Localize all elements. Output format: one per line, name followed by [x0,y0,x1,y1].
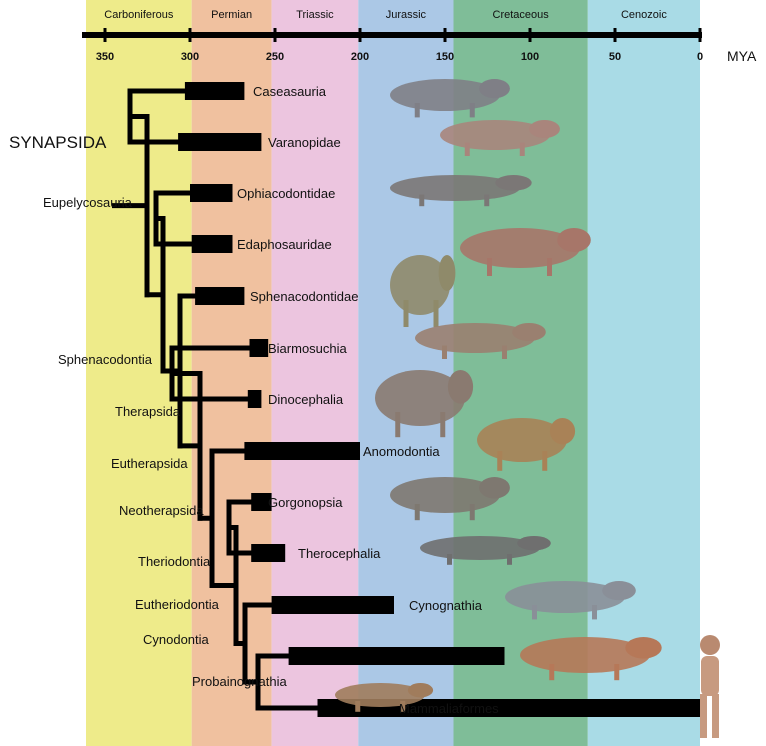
taxon-range-bar [190,184,233,202]
axis-tick-label: 150 [436,51,454,63]
taxon-label-caseasauria: Caseasauria [253,84,327,99]
edaphosaurus-illustration [460,228,591,276]
taxon-range-bar [249,339,269,357]
varanopid-illustration [440,120,560,156]
taxon-range-bar [195,287,245,305]
animal-illustrations [335,79,720,738]
clade-label-sphenacodontia: Sphenacodontia [58,352,153,367]
taxon-range-bar [317,699,700,717]
axis-unit-label: MYA [727,48,757,64]
cynodont-illustration [505,581,636,620]
period-band-triassic [271,0,359,746]
gorgonopsid-illustration [390,477,510,521]
taxon-label-biarmosuchia: Biarmosuchia [268,341,348,356]
ophiacodont-illustration [390,175,532,207]
period-labels: Carboniferous Permian Triassic Jurassic Cret… [104,9,667,21]
early-mammal-and-human-illustration [335,683,434,712]
caseid-illustration [390,79,510,118]
tritylodont-illustration [520,637,662,681]
taxon-label-therocephalia: Therocephalia [298,546,381,561]
clade-label-neotherapsida: Neotherapsida [119,503,204,518]
taxon-range-bar [251,544,286,562]
dimetrodon-illustration [390,255,456,327]
taxon-range-bar [244,442,360,460]
time-axis: 350 300 250 200 150 100 50 0 [82,28,703,63]
taxon-labels: Caseasauria Varanopidae Ophiacodontidae Eda… [237,84,499,716]
period-label-jurassic: Jurassic [386,9,427,21]
clade-label-eupelycosauria: Eupelycosauria [43,195,133,210]
period-label-carboniferous: Carboniferous [104,9,174,21]
taxon-label-sphenacodontidae: Sphenacodontidae [250,289,358,304]
period-band-cenozoic [587,0,700,746]
taxon-range-bar [184,82,245,100]
axis-tick-label: 50 [609,51,621,63]
clade-label-cynodontia: Cynodontia [143,632,210,647]
axis-tick-label: 350 [96,51,114,63]
clade-labels: Eupelycosauria Sphenacodontia Therapsida Eu… [43,195,287,689]
taxon-label-dinocephalia: Dinocephalia [268,392,344,407]
axis-tick-label: 0 [697,51,703,63]
axis-tick-label: 200 [351,51,369,63]
period-label-permian: Permian [211,9,252,21]
taxon-range-bar [271,596,394,614]
therocephalian-illustration [420,536,551,565]
taxon-range-bars [178,82,700,717]
axis-tick-label: 300 [181,51,199,63]
clade-label-theriodontia: Theriodontia [138,554,211,569]
clade-label-eutheriodontia: Eutheriodontia [135,597,220,612]
taxon-range-bar [247,390,262,408]
axis-tick-label: 250 [266,51,284,63]
biarmosuchian-illustration [415,323,546,359]
root-label-synapsida: SYNAPSIDA [9,133,107,152]
period-label-triassic: Triassic [296,9,334,21]
period-band-permian [191,0,272,746]
taxon-label-edaphosauridae: Edaphosauridae [237,237,332,252]
taxon-label-anomodontia: Anomodontia [363,444,440,459]
taxon-label-ophiacodontidae: Ophiacodontidae [237,186,335,201]
taxon-label-varanopidae: Varanopidae [268,135,341,150]
taxon-range-bar [191,235,233,253]
taxon-label-gorgonopsia: Gorgonopsia [268,495,343,510]
phylogeny-tree [112,88,320,711]
clade-label-eutherapsida: Eutherapsida [111,456,188,471]
dinocephalian-illustration [375,370,474,438]
period-label-cretaceous: Cretaceous [493,9,550,21]
taxon-range-bar [288,647,505,665]
taxon-range-bar [178,133,262,151]
axis-tick-label: 100 [521,51,539,63]
clade-label-therapsida: Therapsida [115,404,181,419]
dicynodont-illustration [477,418,576,471]
clade-label-probainognathia: Probainognathia [192,674,287,689]
period-bands [86,0,700,746]
period-label-cenozoic: Cenozoic [621,9,667,21]
taxon-label-cynognathia: Cynognathia [409,598,483,613]
taxon-range-bar [251,493,272,511]
taxon-label-mammaliaformes: Mammaliaformes [399,701,499,716]
human-illustration [700,635,720,738]
